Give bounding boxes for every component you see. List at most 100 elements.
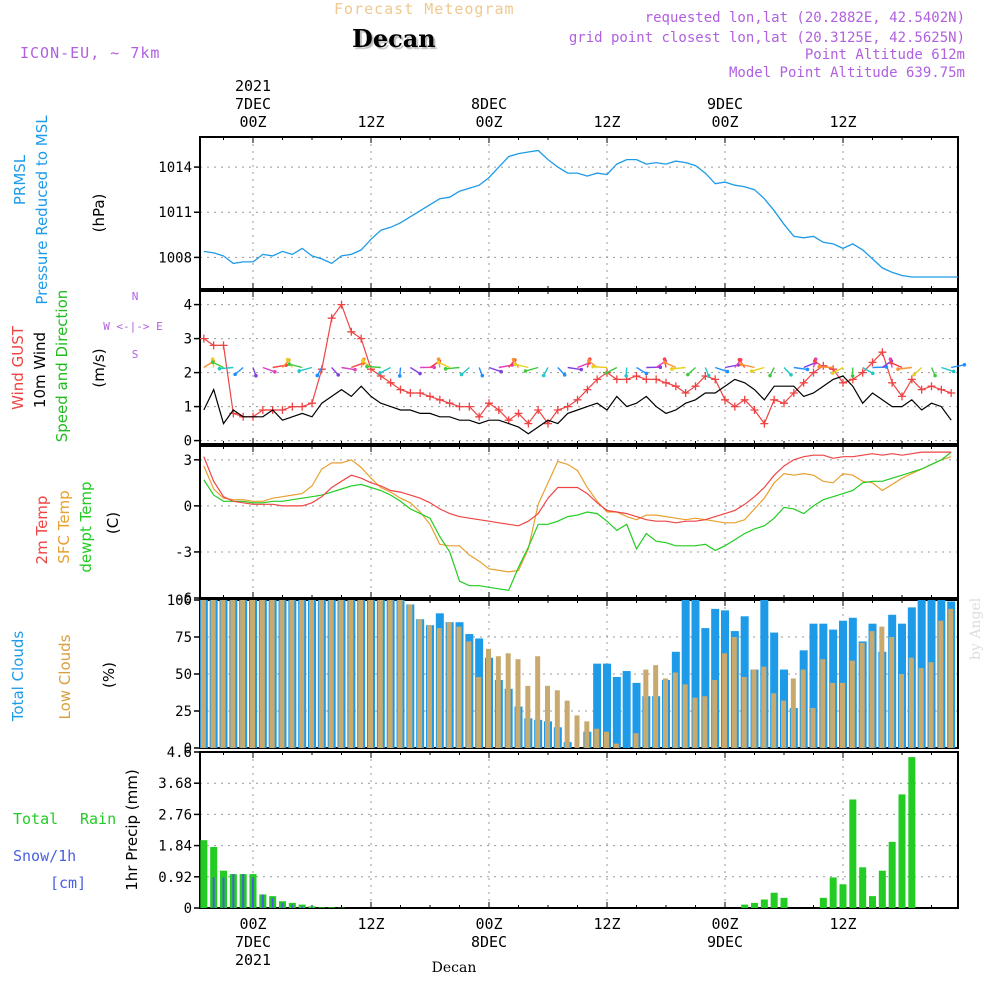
rain-bar xyxy=(849,799,857,908)
gust-point-marker xyxy=(465,402,474,411)
time-axis-label: 00Z xyxy=(239,915,266,933)
gust-point-marker xyxy=(888,378,897,387)
gust-point-marker xyxy=(337,300,346,309)
wind-arrow-head xyxy=(737,357,742,362)
time-axis-label: 00Z xyxy=(239,113,266,131)
gust-point-marker xyxy=(573,395,582,404)
y-tick-label: 75 xyxy=(175,630,192,646)
low-clouds-bar xyxy=(318,600,324,748)
low-clouds-bar xyxy=(879,626,885,748)
gust-point-marker xyxy=(799,378,808,387)
total-clouds-bar xyxy=(603,663,611,748)
gust-point-marker xyxy=(917,385,926,394)
wind-direction-arrow xyxy=(671,366,686,370)
wind-arrow-head xyxy=(418,371,422,376)
gust-point-marker xyxy=(298,402,307,411)
rain-bar xyxy=(839,884,847,908)
y-tick-label: 3 xyxy=(184,332,192,348)
low-clouds-bar xyxy=(279,600,285,748)
snow-bar xyxy=(261,894,264,908)
low-clouds-bar xyxy=(554,690,560,748)
wind-arrow-head xyxy=(287,362,292,367)
rain-bar xyxy=(741,904,749,908)
time-axis-label: 2021 xyxy=(235,951,271,969)
dewpt-temp-label: dewpt Temp xyxy=(77,481,95,572)
snow-bar xyxy=(311,907,313,908)
wind-direction-arrow xyxy=(605,366,618,374)
rain-bar xyxy=(888,841,896,908)
wind-arrow-head xyxy=(562,373,567,377)
wind-arrow-head xyxy=(706,373,711,378)
wind-direction-arrow xyxy=(409,366,421,375)
time-axis-label: 12Z xyxy=(593,113,620,131)
low-clouds-bar xyxy=(348,600,354,748)
y-tick-label: 4.6 xyxy=(167,745,192,761)
gust-point-marker xyxy=(386,378,395,387)
low-clouds-bar xyxy=(692,697,698,748)
precip-unit-label: 1hr Precip (mm) xyxy=(123,769,141,890)
snow-bar xyxy=(222,877,225,908)
model-altitude: Model Point Altitude 639.75m xyxy=(728,65,965,81)
time-axis-label: 8DEC xyxy=(471,933,507,951)
time-axis-label: 9DEC xyxy=(707,95,743,113)
rain-bar xyxy=(878,870,886,908)
wind-direction-arrow xyxy=(351,362,364,369)
gust-point-marker xyxy=(278,406,287,414)
low-clouds-bar xyxy=(210,600,216,748)
y-tick-label: 50 xyxy=(175,667,192,683)
y-tick-label: 0 xyxy=(184,499,192,515)
low-clouds-bar xyxy=(417,619,423,748)
low-clouds-bar xyxy=(377,600,383,748)
rain-total-label: Total xyxy=(13,810,58,828)
y-tick-label: 100 xyxy=(167,593,192,609)
wind-arrow-head xyxy=(644,371,649,376)
wind-arrow-head xyxy=(432,365,436,370)
gust-point-marker xyxy=(258,406,267,414)
wind-arrow-head xyxy=(397,374,402,378)
pressure-label: PRMSL xyxy=(11,154,29,205)
low-clouds-bar xyxy=(722,653,727,748)
snow-bar xyxy=(291,904,294,908)
low-clouds-bar xyxy=(751,669,757,748)
gust-point-marker xyxy=(494,406,503,414)
chart-main-title: Forecast Meteogram xyxy=(334,0,515,18)
time-axis-label: 9DEC xyxy=(707,933,743,951)
gust-point-marker xyxy=(691,382,700,391)
rain-bar xyxy=(308,906,316,908)
wind-arrow-head xyxy=(436,357,441,361)
time-axis-label: 00Z xyxy=(711,915,738,933)
panel-frame xyxy=(199,751,959,909)
rain-bar xyxy=(869,896,876,908)
low-clouds-bar xyxy=(230,600,236,748)
wind-arrow-head xyxy=(686,372,690,377)
wind-arrow-head xyxy=(817,364,822,369)
wind-direction-arrow xyxy=(832,366,844,374)
time-axis-label: 00Z xyxy=(475,915,502,933)
gust-point-marker xyxy=(907,375,916,384)
wind-direction-arrow xyxy=(438,361,450,369)
wind-arrow-head xyxy=(360,358,365,363)
low-clouds-bar xyxy=(800,669,806,748)
low-clouds-bar xyxy=(250,600,255,748)
compass-s-label: S xyxy=(132,348,139,361)
wind-direction-arrow xyxy=(803,362,816,369)
wind-direction-arrow xyxy=(212,361,224,369)
low-clouds-bar xyxy=(633,733,639,748)
requested-coords: requested lon,lat (20.2882E, 42.5402N) xyxy=(644,10,965,26)
wind-arrow-head xyxy=(480,373,485,378)
time-axis-label: 2021 xyxy=(235,77,271,95)
wind-arrow-head xyxy=(591,364,595,369)
gust-point-marker xyxy=(308,399,316,408)
low-clouds-bar xyxy=(486,648,491,748)
gust-point-marker xyxy=(839,378,847,387)
wind-arrow-head xyxy=(888,360,893,365)
low-clouds-bar xyxy=(505,653,511,748)
gust-point-marker xyxy=(524,419,533,428)
wind-arrow-head xyxy=(933,373,937,378)
low-clouds-bar xyxy=(830,682,836,748)
total-clouds-bar xyxy=(770,632,779,748)
point-altitude: Point Altitude 612m xyxy=(804,47,965,63)
pressure-full-label: Pressure Reduced to MSL xyxy=(33,115,51,305)
temp-2m-series-line xyxy=(203,451,952,527)
